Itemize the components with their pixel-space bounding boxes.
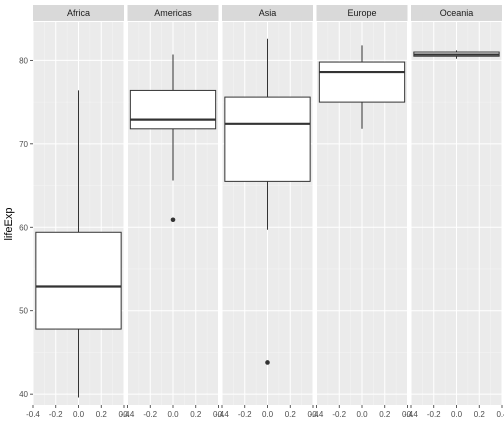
x-tick-label: 0.2 (190, 410, 202, 419)
x-tick-label: 0.4 (402, 410, 414, 419)
y-tick-label: 80 (19, 56, 28, 65)
iqr-box (35, 231, 122, 330)
outlier-point (170, 217, 176, 223)
x-tick-label: -0.2 (238, 410, 252, 419)
y-axis: 40 50 60 70 80 (19, 56, 33, 399)
iqr-box (224, 96, 311, 182)
iqr-box (129, 89, 217, 130)
x-tick-label: -0.4 (215, 410, 229, 419)
x-tick-label: 0.2 (379, 410, 391, 419)
x-tick-label: 0.2 (285, 410, 297, 419)
facet-strip-label: Africa (67, 8, 90, 18)
x-tick-label: 0.4 (496, 410, 504, 419)
facet-strip (33, 5, 124, 21)
y-tick-label: 70 (19, 140, 28, 149)
facet-panel-asia: Asia -0.4 -0.2 0.0 0.2 0.4 (215, 5, 319, 419)
x-tick-label: -0.2 (49, 410, 63, 419)
x-tick-label: 0.0 (167, 410, 179, 419)
x-tick-label: -0.4 (121, 410, 135, 419)
facet-panels: Africa -0.4 -0.2 0.0 0.2 0.4 Americas -0.4 -0.2 0… (26, 5, 504, 419)
x-tick-label: 0.4 (118, 410, 130, 419)
x-tick-label: -0.2 (332, 410, 346, 419)
facet-panel-americas: Americas -0.4 -0.2 0.0 0.2 0.4 (121, 5, 225, 419)
facet-strip (316, 5, 408, 21)
facet-strip-label: Asia (259, 8, 277, 18)
y-tick-label: 40 (19, 390, 28, 399)
x-tick-label: -0.4 (26, 410, 40, 419)
x-tick-label: -0.2 (427, 410, 441, 419)
y-axis-title: lifeExp (3, 207, 15, 240)
x-tick-label: 0.4 (307, 410, 319, 419)
facet-strip (222, 5, 313, 21)
x-tick-label: 0.2 (96, 410, 108, 419)
x-tick-label: 0.4 (213, 410, 225, 419)
x-tick-label: 0.2 (474, 410, 486, 419)
x-tick-label: -0.4 (404, 410, 418, 419)
x-tick-label: -0.4 (310, 410, 324, 419)
x-tick-label: 0.0 (262, 410, 274, 419)
x-tick-label: 0.0 (451, 410, 463, 419)
y-tick-label: 50 (19, 307, 28, 316)
facet-strip-label: Oceania (440, 8, 474, 18)
facet-strip (127, 5, 219, 21)
y-tick-label: 60 (19, 223, 28, 232)
facet-strip-label: Americas (154, 8, 192, 18)
facet-strip (411, 5, 502, 21)
x-tick-label: -0.2 (143, 410, 157, 419)
x-tick-label: 0.0 (73, 410, 85, 419)
outlier-point (265, 360, 270, 365)
facet-panel-europe: Europe -0.4 -0.2 0.0 0.2 0.4 (310, 5, 414, 419)
x-tick-label: 0.0 (356, 410, 368, 419)
iqr-box (318, 61, 406, 103)
facet-panel-oceania: Oceania -0.4 -0.2 0.0 0.2 0.4 (404, 5, 504, 419)
facet-strip-label: Europe (347, 8, 376, 18)
facet-panel-africa: Africa -0.4 -0.2 0.0 0.2 0.4 (26, 5, 130, 419)
